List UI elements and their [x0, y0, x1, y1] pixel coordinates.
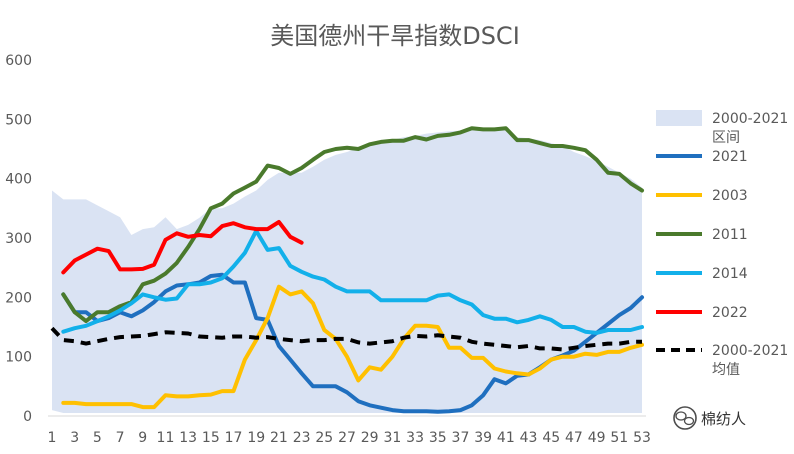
x-tick-label: 19	[247, 430, 265, 446]
x-axis: 1 3 5 7 9 11 13 15 17 19 21 23 25 27 29 31 33 35 37 39 41 43 4…	[48, 415, 651, 446]
series-layer	[50, 126, 644, 414]
series-line-2003	[61, 284, 644, 410]
y-tick-label: 300	[5, 231, 32, 247]
x-tick-label: 41	[497, 430, 515, 446]
x-tick-label: 7	[116, 430, 125, 446]
watermark-text: 棉纺人	[701, 410, 746, 428]
legend-label-range-band: 2000-2021	[712, 111, 788, 127]
y-axis: 0 100 200 300 400 500 600	[5, 53, 32, 425]
legend-label-2011: 2011	[712, 227, 748, 243]
legend-label-2022: 2022	[712, 305, 748, 321]
x-tick-label: 11	[157, 430, 175, 446]
x-tick-label: 31	[383, 430, 401, 446]
x-tick-label: 25	[315, 430, 333, 446]
legend: 2000-2021 区间 2021 2003 2011 2014 2022 2000-2021…	[656, 110, 788, 378]
x-tick-label: 49	[588, 430, 606, 446]
legend-swatch-range-band	[656, 110, 702, 126]
x-tick-label: 37	[452, 430, 470, 446]
legend-label-2021: 2021	[712, 149, 748, 165]
y-tick-label: 200	[5, 290, 32, 306]
x-tick-label: 23	[293, 430, 311, 446]
chart-title: 美国德州干旱指数DSCI	[270, 22, 520, 50]
y-tick-label: 500	[5, 112, 32, 128]
x-tick-label: 45	[542, 430, 560, 446]
x-tick-label: 39	[474, 430, 492, 446]
series-line-2011	[61, 126, 644, 324]
x-tick-label: 5	[93, 430, 102, 446]
legend-label-2003: 2003	[712, 188, 748, 204]
x-tick-label: 33	[406, 430, 424, 446]
x-tick-label: 35	[429, 430, 447, 446]
x-tick-label: 47	[565, 430, 583, 446]
x-tick-label: 3	[70, 430, 79, 446]
y-tick-label: 600	[5, 53, 32, 69]
x-tick-label: 51	[610, 430, 628, 446]
x-tick-label: 9	[138, 430, 147, 446]
legend-label-2000-2021: 2000-2021	[712, 343, 788, 359]
x-tick-label: 13	[179, 430, 197, 446]
series-line-2000-2021	[50, 326, 642, 352]
x-tick-label: 1	[48, 430, 57, 446]
y-tick-label: 0	[23, 409, 32, 425]
y-tick-label: 100	[5, 350, 32, 366]
legend-label-2000-2021: 均值	[712, 362, 740, 378]
watermark: 棉纺人	[673, 406, 746, 430]
series-line-2014	[61, 228, 644, 335]
y-tick-label: 400	[5, 172, 32, 188]
x-tick-label: 27	[338, 430, 356, 446]
legend-label-range-band: 区间	[712, 130, 740, 146]
legend-label-2014: 2014	[712, 266, 748, 282]
series-line-2022	[61, 220, 304, 275]
wechat-icon	[673, 406, 697, 430]
x-tick-label: 21	[270, 430, 288, 446]
x-tick-label: 17	[225, 430, 243, 446]
x-tick-label: 53	[633, 430, 651, 446]
x-tick-label: 29	[361, 430, 379, 446]
x-tick-label: 43	[520, 430, 538, 446]
range-band-area	[52, 127, 642, 413]
x-tick-label: 15	[202, 430, 220, 446]
range-band-layer	[52, 127, 642, 413]
